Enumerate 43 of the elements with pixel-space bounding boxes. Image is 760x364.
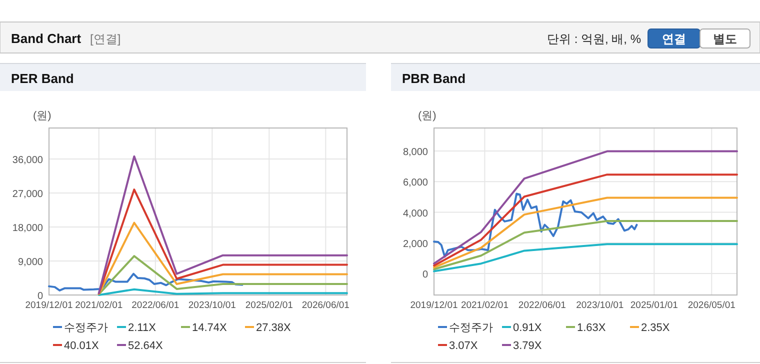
text: Band Chart (11, 31, 82, 46)
legend-label: 수정주가 (64, 322, 108, 334)
legend-label: 14.74X (192, 322, 228, 334)
text: [연결] (90, 32, 121, 46)
y-tick-label: 6,000 (402, 178, 428, 189)
x-tick-label: 2025/01/01 (630, 300, 678, 311)
x-tick-label: 2021/02/01 (460, 300, 508, 311)
button-active: 연결 (648, 28, 700, 48)
x-tick-label: 2022/06/01 (518, 300, 566, 311)
chart-title: PER Band (11, 71, 74, 86)
x-tick-label: 2026/05/01 (688, 300, 736, 311)
y-axis-title: (원) (418, 110, 436, 122)
legend-label: 40.01X (64, 340, 100, 352)
legend-label: 1.63X (577, 322, 606, 334)
y-tick-label: 4,000 (402, 208, 428, 220)
y-tick-label: 2,000 (402, 238, 428, 250)
chart-title: PBR Band (402, 71, 466, 86)
legend-label: 2.35X (641, 322, 670, 334)
x-tick-label: 2022/06/01 (132, 300, 180, 311)
legend-label: 27.38X (256, 322, 292, 334)
legend-label: 수정주가 (449, 322, 493, 334)
x-tick-label: 2026/06/01 (302, 300, 350, 311)
x-tick-label: 2025/02/01 (245, 300, 293, 311)
x-tick-label: 2021/02/01 (75, 300, 123, 311)
x-tick-label: 2019/12/01 (410, 300, 458, 311)
legend-label: 3.07X (449, 340, 478, 352)
x-tick-label: 2023/10/01 (576, 300, 624, 311)
y-tick-label: 8,000 (402, 146, 428, 158)
legend-label: 2.11X (128, 322, 157, 334)
x-tick-label: 2019/12/01 (25, 300, 73, 311)
y-tick-label: 18,000 (12, 222, 44, 234)
legend-label: 0.91X (513, 322, 542, 334)
x-tick-label: 2023/10/01 (188, 300, 236, 311)
y-tick-label: 36,000 (12, 154, 44, 166)
y-tick-label: 0 (37, 291, 44, 302)
y-tick-label: 27,000 (12, 188, 44, 200)
button: 별도 (700, 28, 750, 48)
legend-label: 3.79X (513, 340, 542, 352)
y-tick-label: 9,000 (18, 256, 44, 268)
y-tick-label: 0 (422, 270, 428, 281)
legend-label: 52.64X (128, 340, 164, 352)
text: 단위 : 억원, 배, % (546, 32, 642, 46)
y-axis-title: (원) (33, 110, 52, 122)
